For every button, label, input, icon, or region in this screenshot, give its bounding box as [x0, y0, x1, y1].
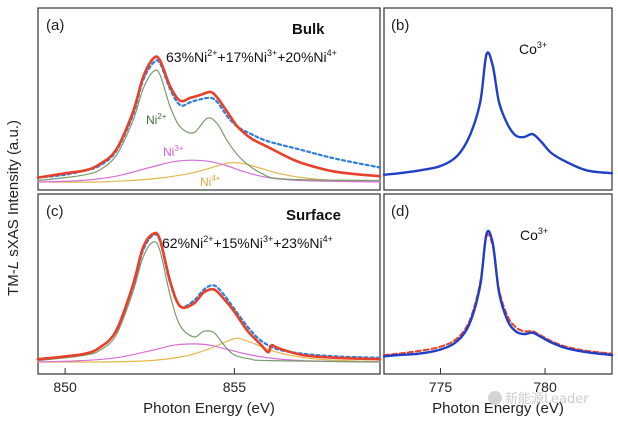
panel-a-letter: (a)	[46, 17, 64, 34]
ni2-label: Ni2+	[146, 112, 167, 127]
panel-c-series-fit-total	[36, 233, 382, 361]
panel-c-series-measured	[36, 231, 382, 361]
panel-d-plot	[382, 229, 614, 358]
panel-c-frame	[37, 193, 381, 375]
x-axis-ticks: 850 855 775 780	[53, 368, 557, 395]
panel-d-series-co-reference	[383, 233, 613, 356]
panel-c-title: Surface	[286, 207, 341, 224]
watermark-text: 新能源Leader	[505, 392, 589, 407]
y-axis-label: TM-L sXAS Intensity (a.u.)	[5, 120, 22, 296]
panel-c-plot	[36, 231, 382, 363]
panel-c-series-ni3-	[37, 343, 381, 363]
panel-d-series-co	[382, 229, 614, 358]
ni4-label: Ni4+	[200, 174, 221, 189]
x-tick-label: 775	[429, 379, 453, 395]
panel-b-letter: (b)	[391, 17, 409, 34]
panel-a-series-measured	[36, 55, 382, 179]
panel-a-frame	[37, 7, 381, 191]
x-axis-label-right: Photon Energy (eV)	[432, 400, 564, 417]
panel-d-co-label: Co3+	[520, 226, 548, 243]
panel-b-frame	[383, 7, 613, 191]
watermark: 新能源Leader	[488, 388, 589, 407]
panel-b-series-co	[382, 51, 614, 176]
x-tick-label: 780	[533, 379, 557, 395]
panel-b-plot	[382, 51, 614, 176]
panel-c-letter: (c)	[46, 203, 64, 220]
panel-a-title: Bulk	[292, 21, 325, 38]
panel-c-series-ni2-	[37, 241, 381, 363]
ni3-label: Ni3+	[163, 144, 184, 159]
panel-a-series-fit-total	[36, 59, 382, 179]
x-axis-label-left: Photon Energy (eV)	[143, 400, 275, 417]
x-tick-label: 850	[53, 379, 77, 395]
panel-c-composition: 62%Ni2++15%Ni3++23%Ni4+	[162, 234, 333, 251]
panel-a-composition: 63%Ni2++17%Ni3++20%Ni4+	[166, 48, 337, 65]
wechat-icon	[488, 391, 502, 405]
panel-a-series-ni2-	[37, 69, 381, 182]
panel-c-series-ni4-	[37, 337, 381, 363]
panel-b-co-label: Co3+	[519, 40, 547, 57]
panel-a-plot	[36, 55, 382, 183]
x-tick-label: 855	[223, 379, 247, 395]
panel-d-frame	[383, 193, 613, 375]
panel-d-letter: (d)	[391, 203, 409, 220]
panel-a-series-ni4-	[37, 161, 381, 183]
